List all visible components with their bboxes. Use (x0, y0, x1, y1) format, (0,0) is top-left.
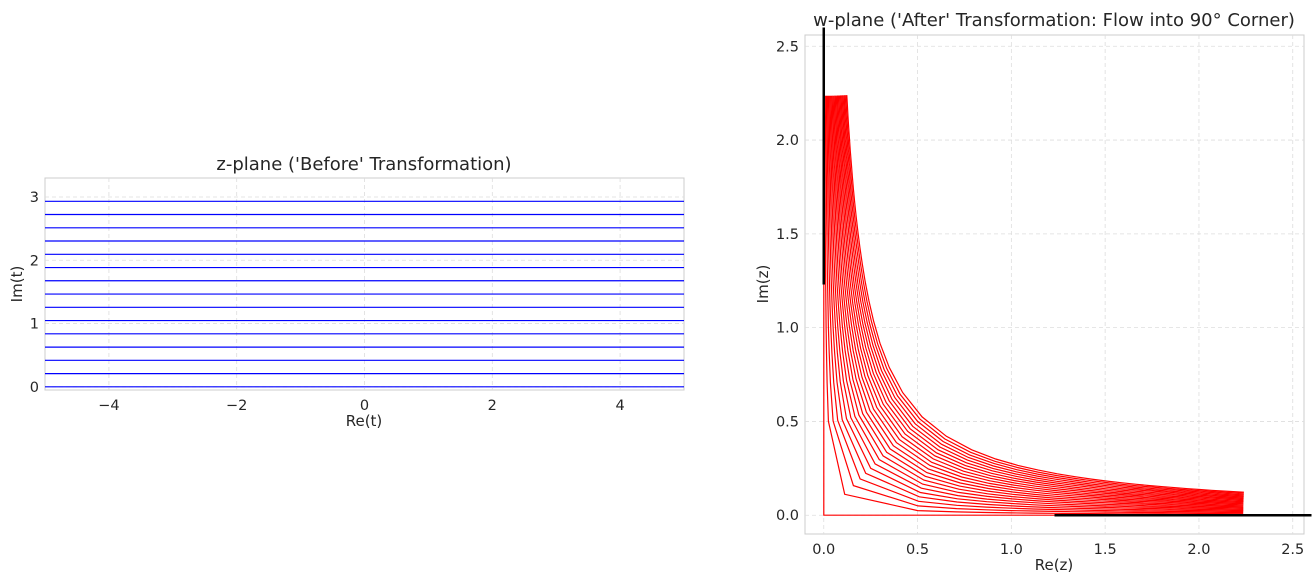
w-plane-streamline (836, 95, 1244, 503)
w-plane-ylabel: Im(z) (754, 265, 772, 304)
z-plane-xtick-label: 0 (360, 398, 369, 414)
z-plane-streamlines (45, 200, 684, 388)
w-plane-streamline (842, 95, 1244, 497)
w-plane-streamline (837, 95, 1244, 502)
w-plane-chart: 0.0 0.5 1.0 1.5 2.0 2.5 0.0 0.5 1.0 1.5 2.0 2.5 w-p… (754, 10, 1312, 574)
w-plane-streamline (825, 95, 1244, 514)
w-plane-streamline (829, 95, 1244, 510)
w-plane-xtick-label: 0.5 (906, 542, 929, 558)
w-plane-title: w-plane ('After' Transformation: Flow in… (813, 10, 1295, 31)
z-plane-ticks: −4 −2 0 2 4 0 1 2 3 (30, 190, 625, 414)
w-plane-streamline (826, 95, 1244, 513)
w-plane-xtick-label: 2.5 (1281, 542, 1304, 558)
z-plane-xtick-label: 2 (488, 398, 497, 414)
w-plane-xtick-label: 1.0 (1000, 542, 1023, 558)
z-plane-xlabel: Re(t) (346, 412, 383, 430)
w-plane-ytick-label: 2.5 (776, 39, 799, 55)
w-plane-streamline (838, 95, 1244, 501)
w-plane-streamline (835, 95, 1244, 504)
z-plane-ytick-label: 0 (30, 380, 39, 396)
w-plane-streamline (841, 95, 1244, 498)
w-plane-ytick-label: 1.5 (776, 227, 799, 243)
w-plane-xtick-label: 0.0 (812, 542, 835, 558)
w-plane-ytick-label: 1.0 (776, 321, 799, 337)
w-plane-streamline (827, 95, 1244, 512)
w-plane-ytick-label: 0.0 (776, 508, 799, 524)
w-plane-streamline (824, 95, 1244, 515)
w-plane-xtick-label: 2.0 (1187, 542, 1210, 558)
w-plane-streamline (845, 95, 1244, 494)
z-plane-chart: −4 −2 0 2 4 0 1 2 3 z-plane ('Before' Transforma… (8, 154, 685, 430)
z-plane-xtick-label: 4 (615, 398, 624, 414)
z-plane-xtick-label: −4 (98, 398, 119, 414)
w-plane-streamline (832, 95, 1244, 507)
w-plane-xlabel: Re(z) (1035, 556, 1074, 574)
w-plane-streamline (828, 95, 1244, 511)
z-plane-ytick-label: 1 (30, 317, 39, 333)
z-plane-ylabel: Im(t) (8, 266, 26, 303)
w-plane-streamline (834, 95, 1244, 505)
w-plane-streamline (846, 95, 1244, 493)
w-plane-ticks: 0.0 0.5 1.0 1.5 2.0 2.5 0.0 0.5 1.0 1.5 2.0 2.5 (776, 39, 1304, 558)
w-plane-streamlines (823, 95, 1244, 516)
w-plane-streamline (831, 95, 1244, 508)
w-plane-walls (822, 27, 1312, 517)
z-plane-xtick-label: −2 (226, 398, 247, 414)
z-plane-ytick-label: 3 (30, 190, 39, 206)
z-plane-title: z-plane ('Before' Transformation) (216, 154, 511, 175)
w-plane-streamline (830, 95, 1244, 509)
z-plane-ytick-label: 2 (30, 253, 39, 269)
w-plane-plot-area (804, 34, 1305, 535)
w-plane-streamline (843, 95, 1244, 496)
w-plane-ytick-label: 2.0 (776, 133, 799, 149)
w-plane-streamline (833, 95, 1244, 506)
w-plane-streamline (839, 95, 1244, 500)
w-plane-streamline (844, 95, 1244, 495)
w-plane-ytick-label: 0.5 (776, 414, 799, 430)
w-plane-xtick-label: 1.5 (1094, 542, 1117, 558)
